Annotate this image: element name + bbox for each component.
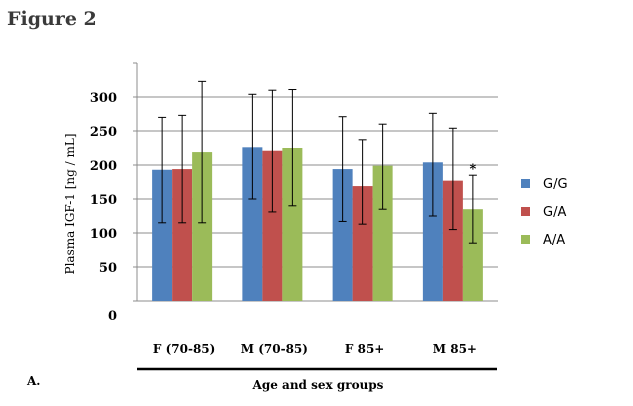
x-category-label: M (70-85) xyxy=(241,342,308,356)
bar xyxy=(262,150,283,301)
x-category-label: F 85+ xyxy=(345,342,384,356)
bar xyxy=(192,152,213,301)
y-tick-label: 100 xyxy=(90,227,117,242)
y-tick-label: 250 xyxy=(90,125,117,140)
y-axis-title: Plasma IGF-1 [ng / mL] xyxy=(63,134,77,275)
bar xyxy=(242,147,263,301)
bar xyxy=(372,165,393,301)
y-tick-label: 150 xyxy=(90,193,117,208)
bar xyxy=(332,169,353,301)
legend-swatch xyxy=(521,179,530,188)
figure-title: Figure 2 xyxy=(7,8,97,30)
legend-label: A/A xyxy=(543,233,565,248)
x-category-label: F (70-85) xyxy=(153,342,215,356)
y-tick-label: 300 xyxy=(90,91,117,106)
x-axis-title: Age and sex groups xyxy=(252,378,384,392)
bar xyxy=(442,180,463,301)
legend-swatch xyxy=(521,235,530,244)
bar xyxy=(152,169,173,301)
legend-label: G/A xyxy=(543,205,566,220)
significance-marker: * xyxy=(469,162,476,177)
y-tick-label: 200 xyxy=(90,159,117,174)
panel-label: A. xyxy=(27,374,41,388)
y-tick-label: 50 xyxy=(99,261,117,276)
y-tick-label: 0 xyxy=(108,309,117,324)
bar xyxy=(462,209,483,301)
legend-label: G/G xyxy=(543,177,568,192)
bar xyxy=(172,169,193,301)
x-category-label: M 85+ xyxy=(433,342,477,356)
bar xyxy=(352,186,373,301)
legend-swatch xyxy=(521,207,530,216)
bar xyxy=(282,148,303,301)
bar xyxy=(422,162,443,301)
